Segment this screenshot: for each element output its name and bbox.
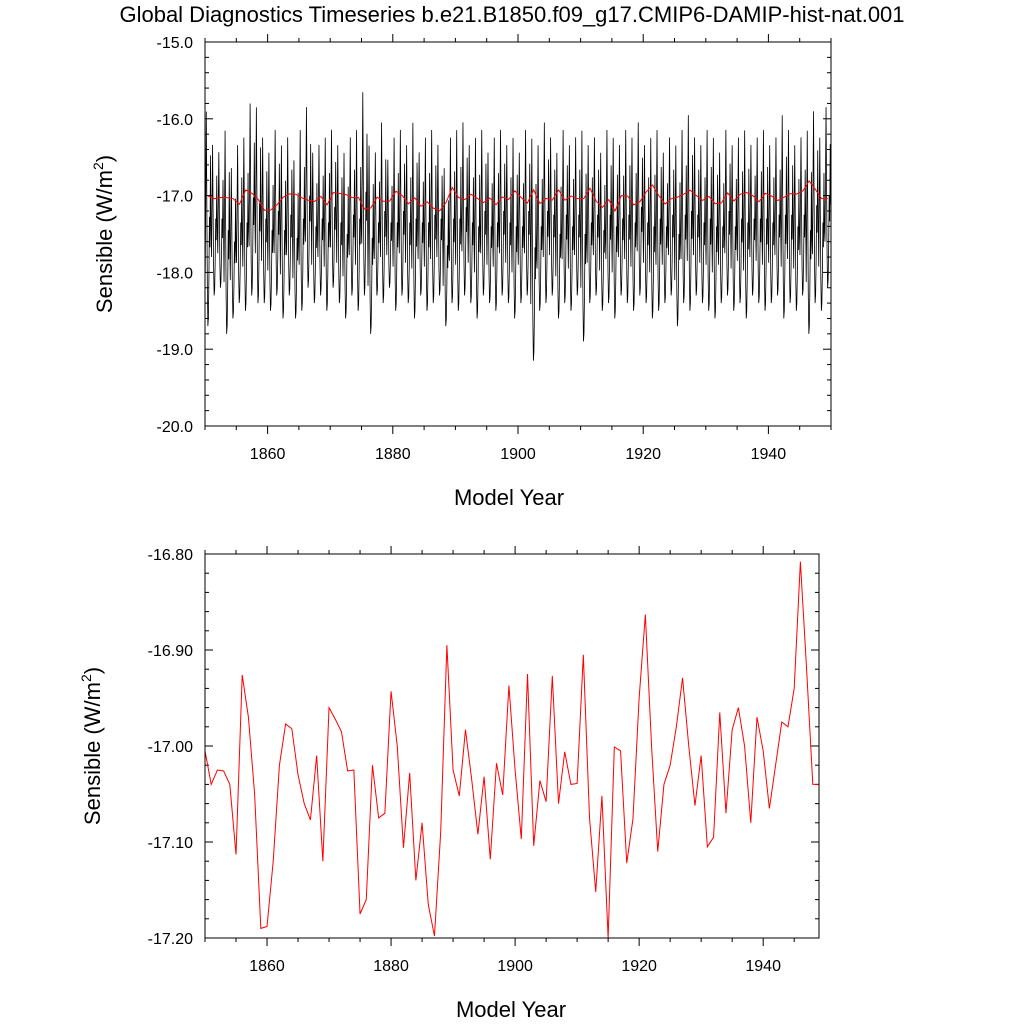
figure-title: Global Diagnostics Timeseries b.e21.B185… (119, 2, 904, 27)
bottom-panel-ticks (204, 546, 819, 946)
top-y-tick-label: -20.0 (157, 419, 194, 436)
top-y-tick-label: -17.0 (157, 189, 194, 206)
bottom-x-tick-label: 1880 (373, 958, 409, 975)
top-panel-y-axis-title: Sensible (W/m2) (90, 155, 117, 313)
top-x-tick-label: 1880 (375, 446, 411, 463)
top-panel-x-tick-labels: 1860 1880 1900 1920 1940 (250, 446, 786, 463)
bottom-y-tick-label: -17.20 (148, 931, 193, 948)
top-x-tick-label: 1920 (625, 446, 661, 463)
top-y-tick-label: -15.0 (157, 35, 194, 52)
bottom-x-tick-label: 1860 (249, 958, 285, 975)
bottom-y-tick-label: -17.00 (148, 739, 193, 756)
bottom-panel-x-tick-labels: 1860 1880 1900 1920 1940 (249, 958, 781, 975)
top-panel-x-axis-title: Model Year (454, 485, 564, 510)
bottom-y-tick-label: -17.10 (148, 835, 193, 852)
bottom-panel-frame (204, 553, 820, 939)
bottom-panel-y-tick-labels: -17.20 -17.10 -17.00 -16.90 -16.80 (148, 547, 193, 948)
top-y-tick-label: -16.0 (157, 112, 194, 129)
annual-mean-series-line-zoomed (205, 561, 819, 938)
top-x-tick-label: 1940 (751, 446, 787, 463)
top-panel-ticks (204, 34, 832, 434)
annual-mean-series-line (207, 179, 828, 213)
top-y-tick-label: -18.0 (157, 265, 194, 282)
bottom-x-tick-label: 1900 (497, 958, 533, 975)
bottom-panel-y-axis-title: Sensible (W/m2) (78, 667, 105, 825)
bottom-y-tick-label: -16.90 (148, 643, 193, 660)
panel-bottom-annual-mean: -17.20-17.10-17.00-16.90-16.80 1860 1880 1… (78, 546, 820, 1022)
bottom-panel-x-axis-title: Model Year (456, 997, 566, 1022)
top-x-tick-label: 1860 (250, 446, 286, 463)
monthly-series-line (205, 92, 831, 361)
bottom-x-tick-label: 1920 (621, 958, 657, 975)
bottom-y-tick-label: -16.80 (148, 547, 193, 564)
top-panel-y-tick-labels: -20.0 -19.0 -18.0 -17.0 -16.0 -15.0 (157, 35, 194, 436)
top-x-tick-label: 1900 (500, 446, 536, 463)
top-y-tick-label: -19.0 (157, 342, 194, 359)
bottom-x-tick-label: 1940 (745, 958, 781, 975)
panel-top-timeseries: -20.0-19.0-18.0-17.0-16.0-15.0 1860 1880 1… (90, 34, 832, 510)
top-panel-frame (204, 41, 832, 427)
